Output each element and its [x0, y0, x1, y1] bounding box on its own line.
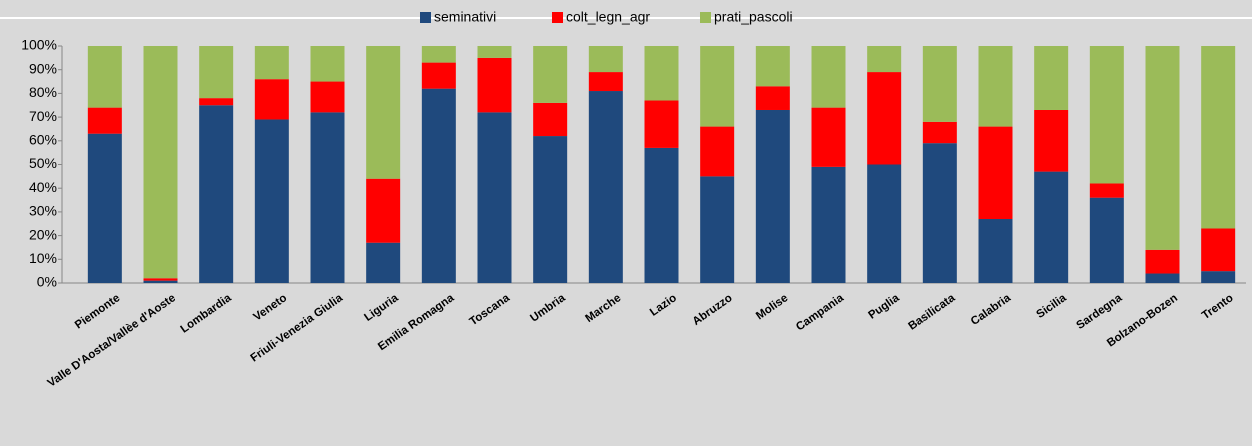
bar-segment	[1089, 46, 1124, 184]
x-tick-label: Lazio	[648, 292, 679, 319]
legend-label: seminativi	[434, 9, 496, 25]
legend-label: colt_legn_agr	[566, 9, 650, 25]
y-tick-label: 100%	[21, 37, 57, 53]
y-tick-label: 40%	[29, 179, 57, 195]
bar-segment	[533, 46, 568, 103]
x-tick-label: Campania	[794, 292, 846, 334]
bar-segment	[978, 126, 1013, 220]
bar-segment	[1089, 183, 1124, 198]
bar-segment	[421, 46, 456, 63]
bar-segment	[1034, 46, 1069, 110]
bar-segment	[644, 46, 679, 101]
bar-segment	[700, 176, 735, 283]
bar-segment	[1201, 46, 1236, 229]
y-tick-label: 70%	[29, 108, 57, 124]
x-tick-label: Calabria	[969, 292, 1014, 328]
bar-segment	[588, 91, 623, 283]
bar-segment	[1145, 46, 1180, 250]
y-tick-label: 30%	[29, 203, 57, 219]
bar-segment	[644, 100, 679, 148]
x-tick-label: Molise	[754, 292, 790, 322]
bar-segment	[199, 46, 234, 99]
bar-segment	[421, 62, 456, 89]
bar-segment	[1089, 197, 1124, 283]
bar-segment	[477, 112, 512, 283]
bar-segment	[199, 105, 234, 283]
x-tick-label: Trento	[1200, 292, 1236, 322]
bar-segment	[755, 109, 790, 284]
bar-segment	[366, 178, 401, 243]
legend-swatch	[420, 12, 431, 23]
x-tick-label: Toscana	[468, 292, 513, 328]
bar-segment	[199, 98, 234, 106]
y-tick-label: 50%	[29, 155, 57, 171]
bar-segment	[477, 46, 512, 58]
x-tick-label: Friuli-Venezia Giulia	[249, 292, 346, 365]
bar-segment	[811, 46, 846, 108]
bar-segment	[533, 102, 568, 137]
x-tick-label: Marche	[583, 292, 623, 325]
bar-segment	[588, 46, 623, 73]
bar-segment	[1145, 249, 1180, 274]
legend-label: prati_pascoli	[714, 9, 793, 25]
x-tick-label: Sardegna	[1074, 292, 1124, 332]
bar-segment	[87, 46, 122, 108]
bar-segment	[477, 57, 512, 113]
bar-segment	[143, 278, 178, 281]
bar-segment	[922, 46, 957, 122]
bar-segment	[1034, 171, 1069, 283]
x-tick-label: Umbria	[528, 292, 568, 325]
x-tick-label: Basilicata	[906, 292, 957, 333]
bar-segment	[533, 136, 568, 283]
x-tick-label: Puglia	[866, 292, 902, 322]
bar-segment	[254, 46, 289, 80]
y-tick-label: 0%	[37, 274, 57, 290]
x-tick-label: Lombardia	[179, 292, 235, 336]
bar-segment	[811, 107, 846, 167]
bar-segment	[87, 107, 122, 134]
bar-segment	[978, 46, 1013, 127]
bar-segment	[978, 219, 1013, 283]
bar-segment	[310, 112, 345, 283]
bar-segment	[254, 119, 289, 283]
bar-segment	[310, 81, 345, 113]
bar-segment	[310, 46, 345, 82]
y-tick-label: 60%	[29, 132, 57, 148]
bar-segment	[755, 46, 790, 87]
bar-segment	[700, 126, 735, 177]
bar-segment	[1145, 273, 1180, 283]
bar-segment	[366, 242, 401, 283]
x-tick-label: Sicilia	[1035, 292, 1070, 321]
bar-segment	[421, 88, 456, 283]
legend-swatch	[700, 12, 711, 23]
x-tick-label: Abruzzo	[691, 292, 735, 328]
bar-segment	[588, 72, 623, 92]
bar-segment	[867, 72, 902, 165]
bar-segment	[87, 133, 122, 283]
bar-segment	[1201, 228, 1236, 272]
bar-segment	[254, 79, 289, 120]
y-tick-label: 80%	[29, 84, 57, 100]
bar-segment	[366, 46, 401, 179]
x-tick-label: Liguria	[362, 292, 401, 324]
y-tick-label: 20%	[29, 226, 57, 242]
bar-segment	[644, 147, 679, 283]
bar-segment	[143, 46, 178, 279]
x-tick-label: Veneto	[252, 292, 290, 323]
y-tick-label: 10%	[29, 250, 57, 266]
y-tick-label: 90%	[29, 60, 57, 76]
legend-swatch	[552, 12, 563, 23]
bar-segment	[1034, 109, 1069, 172]
bar-segment	[867, 164, 902, 283]
x-tick-label: Piemonte	[73, 292, 122, 332]
bar-segment	[922, 121, 957, 144]
bar-segment	[755, 86, 790, 110]
bar-segment	[700, 46, 735, 127]
bar-segment	[1201, 271, 1236, 283]
bar-segment	[811, 166, 846, 283]
bar-segment	[867, 46, 902, 73]
bar-segment	[143, 280, 178, 283]
bar-segment	[922, 143, 957, 283]
